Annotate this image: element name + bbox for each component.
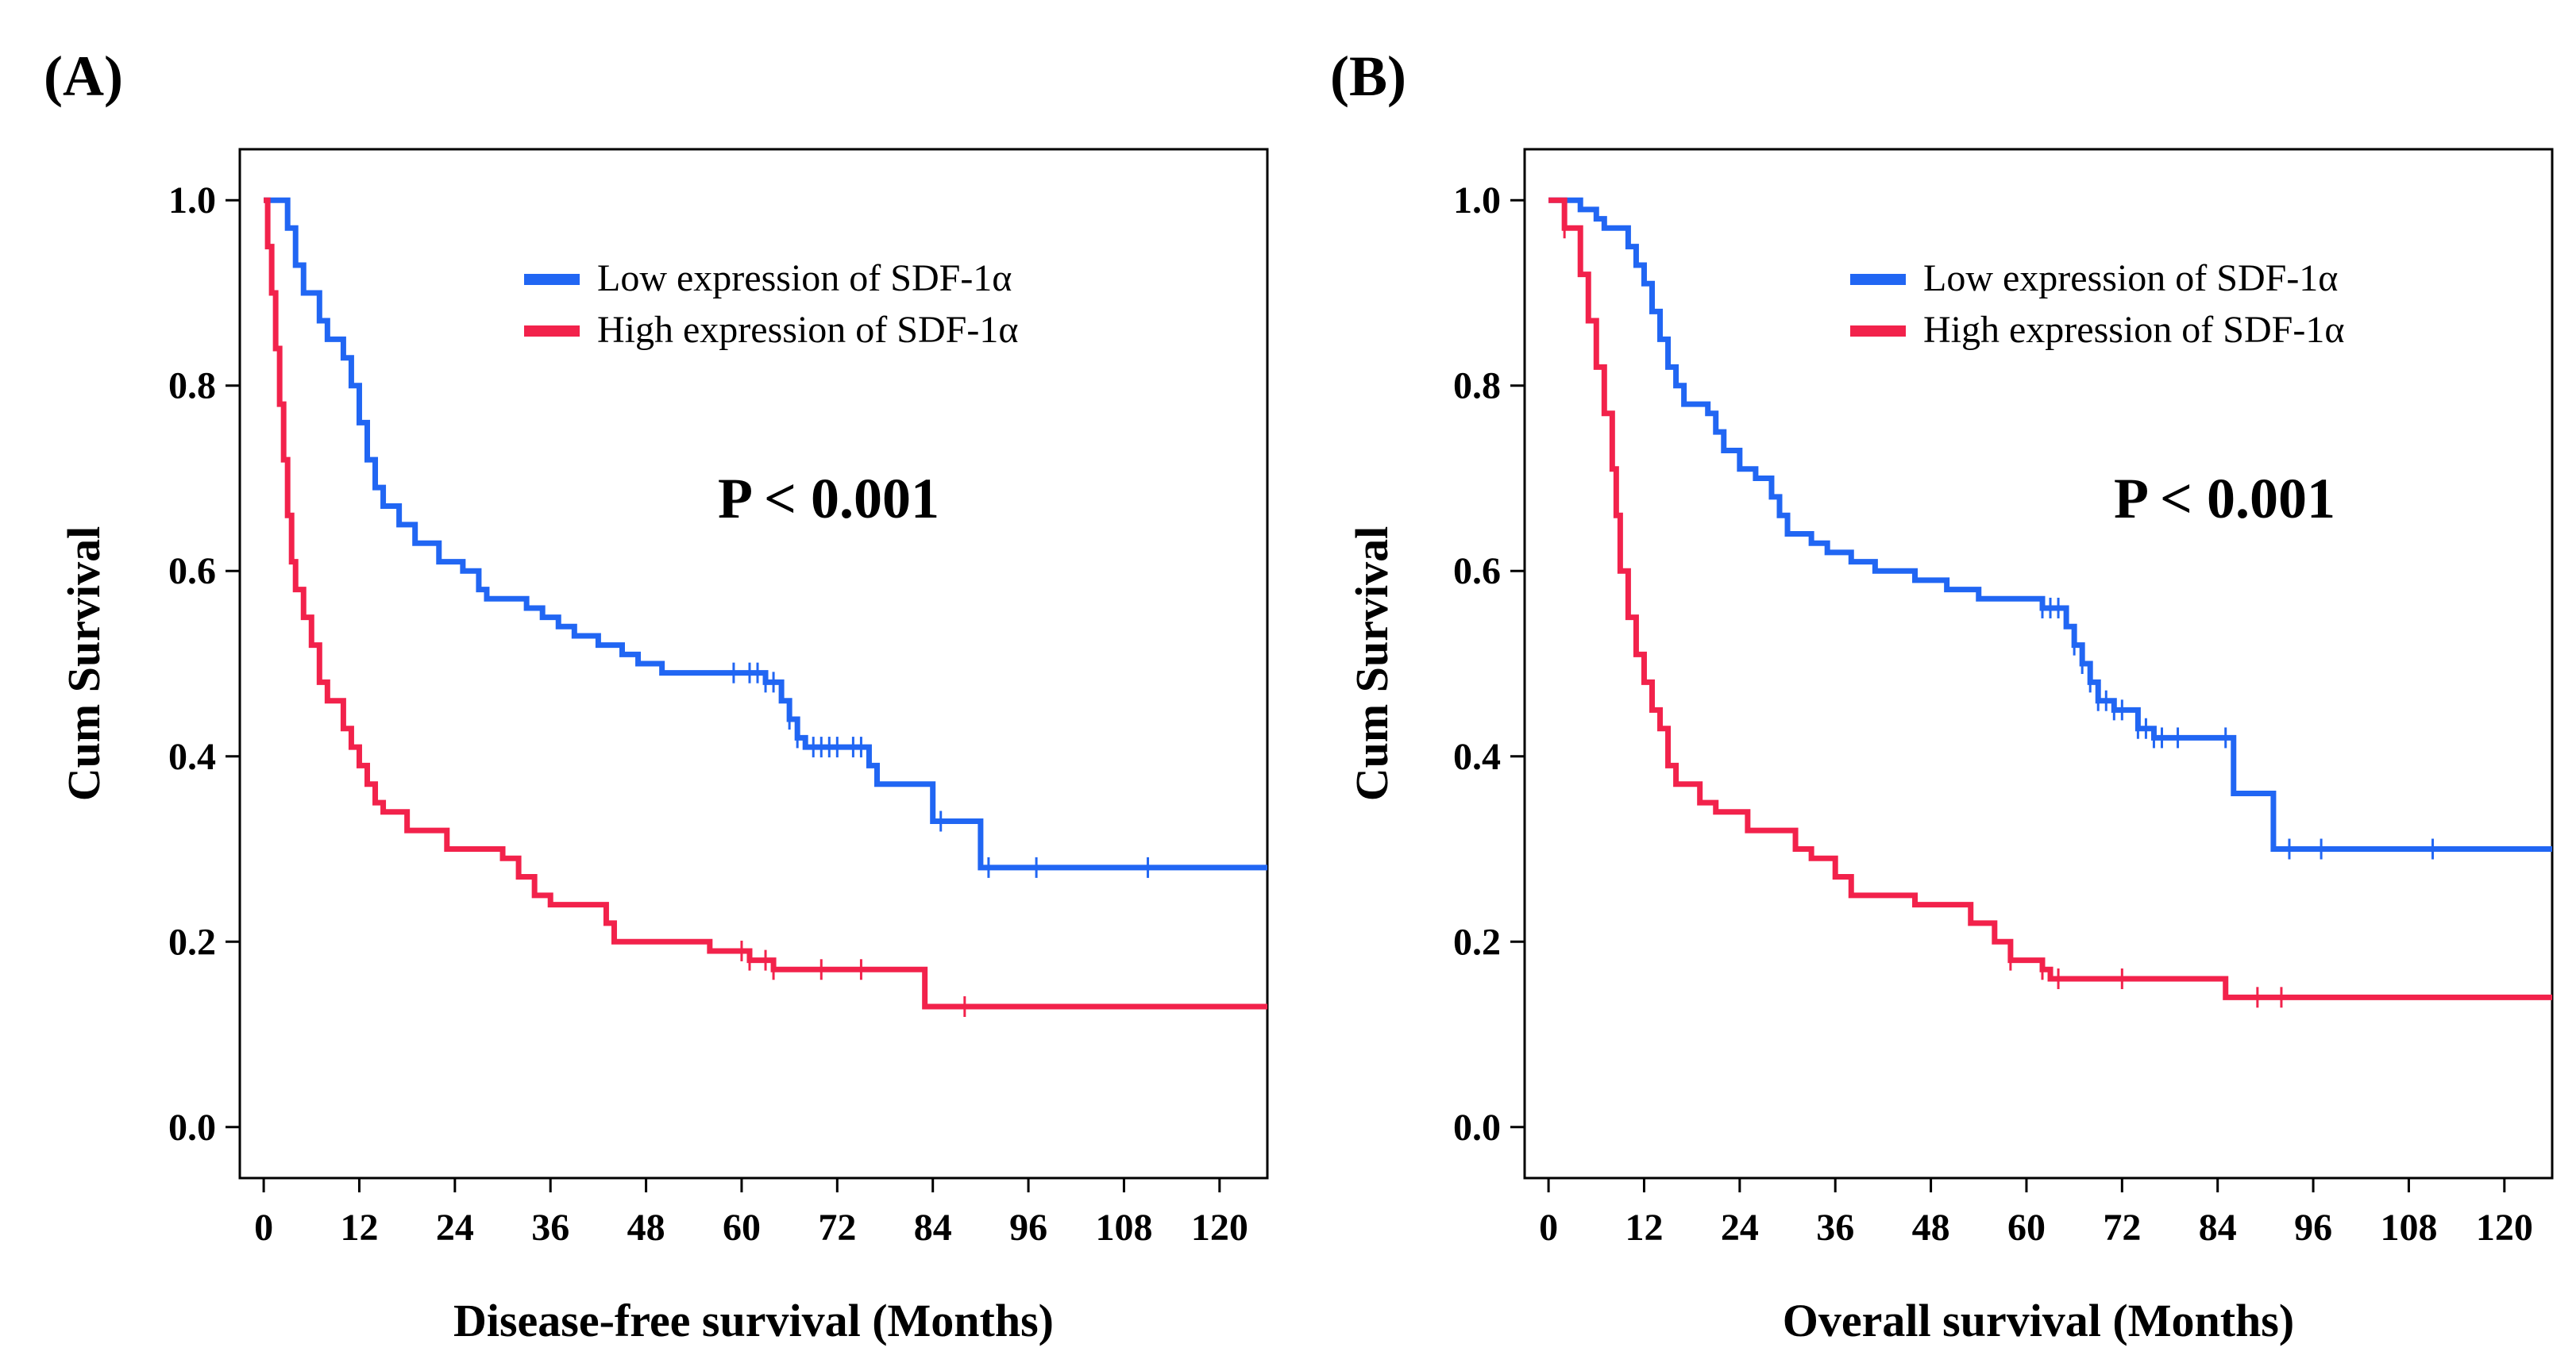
- panel-a-curves: [264, 197, 1267, 1017]
- panel-b-y-tick-label: 0.4: [1453, 736, 1501, 778]
- panel-a-y-tick-label: 0.2: [168, 921, 216, 963]
- panel-b-legend-label-high: High expression of SDF-1α: [1923, 309, 2344, 351]
- panel-b-y-tick-label: 0.0: [1453, 1107, 1501, 1149]
- panel-a-x-axis-title: Disease-free survival (Months): [453, 1295, 1054, 1346]
- panel-a-x-tick-label: 60: [723, 1207, 761, 1249]
- panel-b-curve-high: [1548, 197, 2552, 1000]
- panel-b-y-tick-label: 0.6: [1453, 550, 1501, 592]
- panel-a-y-axis: 0.0 0.2 0.4 0.6 0.8 1.0: [168, 179, 240, 1149]
- panel-a-y-tick-label: 0.8: [168, 365, 216, 407]
- panel-a-x-tick-label: 108: [1095, 1207, 1152, 1249]
- panel-b-y-tick-label: 0.2: [1453, 921, 1501, 963]
- panel-b-y-tick-label: 1.0: [1453, 179, 1501, 221]
- panel-a-x-tick-label: 72: [818, 1207, 856, 1249]
- panel-b-legend: Low expression of SDF-1α High expression…: [1850, 257, 2344, 351]
- panel-b-x-tick-label: 0: [1539, 1207, 1558, 1249]
- panel-a-p-value: P < 0.001: [718, 467, 939, 530]
- panel-b-y-axis: 0.0 0.2 0.4 0.6 0.8 1.0: [1453, 179, 1525, 1149]
- panel-a-legend-label-low: Low expression of SDF-1α: [597, 257, 1012, 299]
- panel-b-x-tick-label: 108: [2380, 1207, 2437, 1249]
- panel-b-x-tick-label: 36: [1816, 1207, 1854, 1249]
- panel-a-y-tick-label: 0.0: [168, 1107, 216, 1149]
- panel-a-y-tick-label: 0.4: [168, 736, 216, 778]
- panel-b-x-tick-label: 120: [2476, 1207, 2533, 1249]
- panel-b-x-tick-label: 60: [2007, 1207, 2046, 1249]
- panel-b-x-tick-label: 12: [1625, 1207, 1663, 1249]
- panel-b: (B) 0.0 0.2 0.4 0.6 0.8 1.0 0 12 24 36 48 60 72 84 96…: [1330, 44, 2554, 1346]
- panel-b-curves: [1548, 197, 2552, 1008]
- panel-b-x-axis-title: Overall survival (Months): [1783, 1295, 2294, 1346]
- panel-b-y-axis-title: Cum Survival: [1346, 526, 1398, 801]
- panel-b-x-tick-label: 96: [2294, 1207, 2332, 1249]
- panel-a-x-tick-label: 36: [531, 1207, 569, 1249]
- panel-b-plot-frame: [1523, 148, 2554, 1180]
- panel-b-x-axis: 0 12 24 36 48 60 72 84 96 108 120: [1539, 1178, 2533, 1249]
- panel-a-y-axis-title: Cum Survival: [58, 526, 110, 801]
- panel-b-x-tick-label: 48: [1912, 1207, 1950, 1249]
- panel-a-x-tick-label: 12: [340, 1207, 378, 1249]
- panel-a-plot-frame: [238, 148, 1269, 1180]
- panel-a-x-tick-label: 96: [1009, 1207, 1047, 1249]
- panel-a-legend: Low expression of SDF-1α High expression…: [524, 257, 1018, 351]
- panel-a-x-tick-label: 0: [254, 1207, 273, 1249]
- panel-a-x-tick-label: 84: [914, 1207, 952, 1249]
- panel-a-y-tick-label: 0.6: [168, 550, 216, 592]
- panel-a-x-tick-label: 120: [1191, 1207, 1248, 1249]
- panel-b-x-tick-label: 24: [1721, 1207, 1759, 1249]
- panel-a: (A) 0.0 0.2 0.4 0.6 0.8 1.0 0 12 24 36 48 60 72 84 96…: [44, 44, 1269, 1346]
- panel-a-label: (A): [44, 44, 123, 108]
- panel-b-label: (B): [1330, 44, 1406, 108]
- panel-a-x-axis: 0 12 24 36 48 60 72 84 96 108 120: [254, 1178, 1248, 1249]
- panel-a-y-tick-label: 1.0: [168, 179, 216, 221]
- panel-a-legend-label-high: High expression of SDF-1α: [597, 309, 1018, 351]
- panel-b-p-value: P < 0.001: [2114, 467, 2335, 530]
- panel-b-x-tick-label: 72: [2103, 1207, 2141, 1249]
- panel-a-curve-high: [264, 197, 1267, 1010]
- panel-a-curve-low: [264, 197, 1267, 871]
- panel-b-legend-label-low: Low expression of SDF-1α: [1923, 257, 2338, 299]
- panel-b-y-tick-label: 0.8: [1453, 365, 1501, 407]
- panel-b-x-tick-label: 84: [2199, 1207, 2237, 1249]
- panel-a-x-tick-label: 24: [436, 1207, 474, 1249]
- panel-a-x-tick-label: 48: [627, 1207, 665, 1249]
- panel-b-curve-low: [1548, 197, 2552, 853]
